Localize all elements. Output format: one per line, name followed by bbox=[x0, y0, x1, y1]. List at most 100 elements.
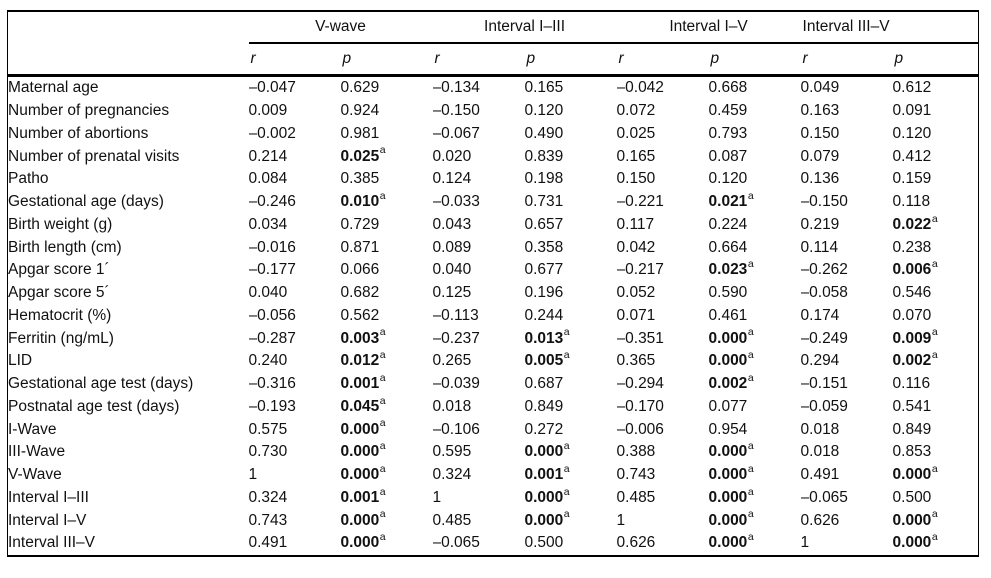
p-value-cell: 0.002a bbox=[709, 373, 801, 396]
r-value-cell: –0.042 bbox=[617, 76, 709, 100]
row-label: LID bbox=[8, 352, 33, 370]
p-value-cell: 0.000a bbox=[341, 509, 433, 532]
r-value-cell: –0.016 bbox=[249, 236, 341, 259]
table-row: Apgar score 1´ –0.177 0.066 0.040 0.677 –0.21… bbox=[8, 259, 979, 282]
row-label: Postnatal age test (days) bbox=[8, 397, 180, 415]
p-value: 0.500 bbox=[524, 534, 564, 552]
p-value: 0.000 bbox=[340, 466, 380, 484]
r-value: 0.491 bbox=[800, 466, 840, 484]
p-value: 0.793 bbox=[708, 124, 748, 142]
corner-cell bbox=[8, 11, 249, 43]
p-value-cell: 0.005a bbox=[525, 350, 617, 373]
row-label: Interval I–III bbox=[8, 488, 89, 506]
column-group-label: Interval I–III bbox=[432, 11, 617, 44]
table-row: Gestational age (days) –0.246 0.010a –0.033… bbox=[8, 191, 979, 214]
footnote-marker: a bbox=[747, 509, 754, 521]
p-value: 0.657 bbox=[524, 215, 564, 233]
r-value: 0.214 bbox=[248, 147, 288, 165]
p-value-cell: 0.118 bbox=[893, 191, 979, 214]
footnote-marker: a bbox=[747, 532, 754, 544]
r-value-cell: 0.114 bbox=[801, 236, 893, 259]
r-value: 0.575 bbox=[248, 420, 288, 438]
r-value: –0.221 bbox=[616, 193, 664, 211]
row-label: Number of pregnancies bbox=[8, 102, 170, 120]
r-value-cell: 0.072 bbox=[617, 100, 709, 123]
p-value-cell: 0.461 bbox=[709, 305, 801, 328]
p-value: 0.849 bbox=[892, 420, 932, 438]
p-value: 0.022 bbox=[892, 215, 932, 233]
p-value: 0.045 bbox=[340, 397, 380, 415]
r-value: 0.020 bbox=[432, 147, 472, 165]
p-value: 0.000 bbox=[708, 488, 748, 506]
footnote-marker: a bbox=[747, 190, 754, 202]
p-value: 0.000 bbox=[892, 511, 932, 529]
footnote-marker: a bbox=[379, 441, 386, 453]
p-value: 0.500 bbox=[892, 488, 932, 506]
r-value: 1 bbox=[616, 511, 626, 529]
p-value-cell: 0.924 bbox=[341, 100, 433, 123]
p-value: 0.002 bbox=[708, 375, 748, 393]
r-value: 0.052 bbox=[616, 284, 656, 302]
r-value: –0.113 bbox=[432, 306, 479, 324]
subheader-p: p bbox=[340, 43, 433, 77]
subheader-r: r bbox=[432, 43, 525, 77]
p-value-cell: 0.022a bbox=[893, 214, 979, 237]
r-value: 0.324 bbox=[432, 466, 472, 484]
r-value-cell: –0.150 bbox=[801, 191, 893, 214]
p-value-cell: 0.001a bbox=[525, 464, 617, 487]
p-value: 0.087 bbox=[708, 147, 748, 165]
p-value-cell: 0.198 bbox=[525, 168, 617, 191]
p-value-cell: 0.500 bbox=[893, 487, 979, 510]
row-label: Apgar score 1´ bbox=[8, 261, 110, 279]
p-value-cell: 0.682 bbox=[341, 282, 433, 305]
p-value: 0.839 bbox=[524, 147, 564, 165]
r-value: 0.018 bbox=[800, 443, 840, 461]
r-value: –0.294 bbox=[616, 375, 664, 393]
r-value-cell: 0.575 bbox=[249, 418, 341, 441]
p-value: 0.849 bbox=[524, 397, 564, 415]
p-value: 0.677 bbox=[524, 261, 564, 279]
p-value-cell: 0.562 bbox=[341, 305, 433, 328]
r-value-cell: 0.136 bbox=[801, 168, 893, 191]
footnote-marker: a bbox=[563, 463, 570, 475]
p-value-cell: 0.000a bbox=[341, 418, 433, 441]
p-value: 0.010 bbox=[340, 193, 380, 211]
footnote-marker: a bbox=[931, 350, 938, 362]
r-value: 0.084 bbox=[248, 170, 288, 188]
footnote-marker: a bbox=[931, 463, 938, 475]
r-value: –0.042 bbox=[616, 79, 664, 97]
r-value-cell: 0.324 bbox=[249, 487, 341, 510]
p-value-cell: 0.629 bbox=[341, 76, 433, 100]
r-value: –0.002 bbox=[248, 124, 296, 142]
r-value: –0.193 bbox=[248, 397, 296, 415]
r-value: 0.294 bbox=[800, 352, 840, 370]
r-value-cell: 0.485 bbox=[617, 487, 709, 510]
p-value: 0.091 bbox=[892, 102, 932, 120]
r-value-cell: 0.124 bbox=[433, 168, 525, 191]
table-row: Gestational age test (days) –0.316 0.001a –… bbox=[8, 373, 979, 396]
p-value: 0.003 bbox=[340, 329, 380, 347]
r-value-cell: 0.049 bbox=[801, 76, 893, 100]
row-label: Gestational age (days) bbox=[8, 193, 164, 211]
p-value: 0.562 bbox=[340, 306, 380, 324]
r-value-cell: –0.217 bbox=[617, 259, 709, 282]
table-row: Number of pregnancies 0.009 0.924 –0.150 0.1… bbox=[8, 100, 979, 123]
r-value: 0.124 bbox=[432, 170, 472, 188]
group-header-row: V-wave Interval I–III Interval I–V Interval… bbox=[8, 11, 979, 44]
footnote-marker: a bbox=[563, 350, 570, 362]
r-value: 0.595 bbox=[432, 443, 472, 461]
r-value-cell: 0.117 bbox=[617, 214, 709, 237]
p-value-cell: 0.116 bbox=[893, 373, 979, 396]
p-value-cell: 0.000a bbox=[709, 441, 801, 464]
r-value-cell: 0.150 bbox=[801, 123, 893, 146]
p-value-cell: 0.159 bbox=[893, 168, 979, 191]
p-value-cell: 0.238 bbox=[893, 236, 979, 259]
footnote-marker: a bbox=[379, 327, 386, 339]
r-value-cell: –0.170 bbox=[617, 396, 709, 419]
p-value: 0.000 bbox=[524, 488, 564, 506]
r-value-cell: –0.056 bbox=[249, 305, 341, 328]
p-value-cell: 0.013a bbox=[525, 327, 617, 350]
r-value-cell: –0.316 bbox=[249, 373, 341, 396]
r-value-cell: 0.018 bbox=[801, 418, 893, 441]
r-value-cell: 0.743 bbox=[249, 509, 341, 532]
